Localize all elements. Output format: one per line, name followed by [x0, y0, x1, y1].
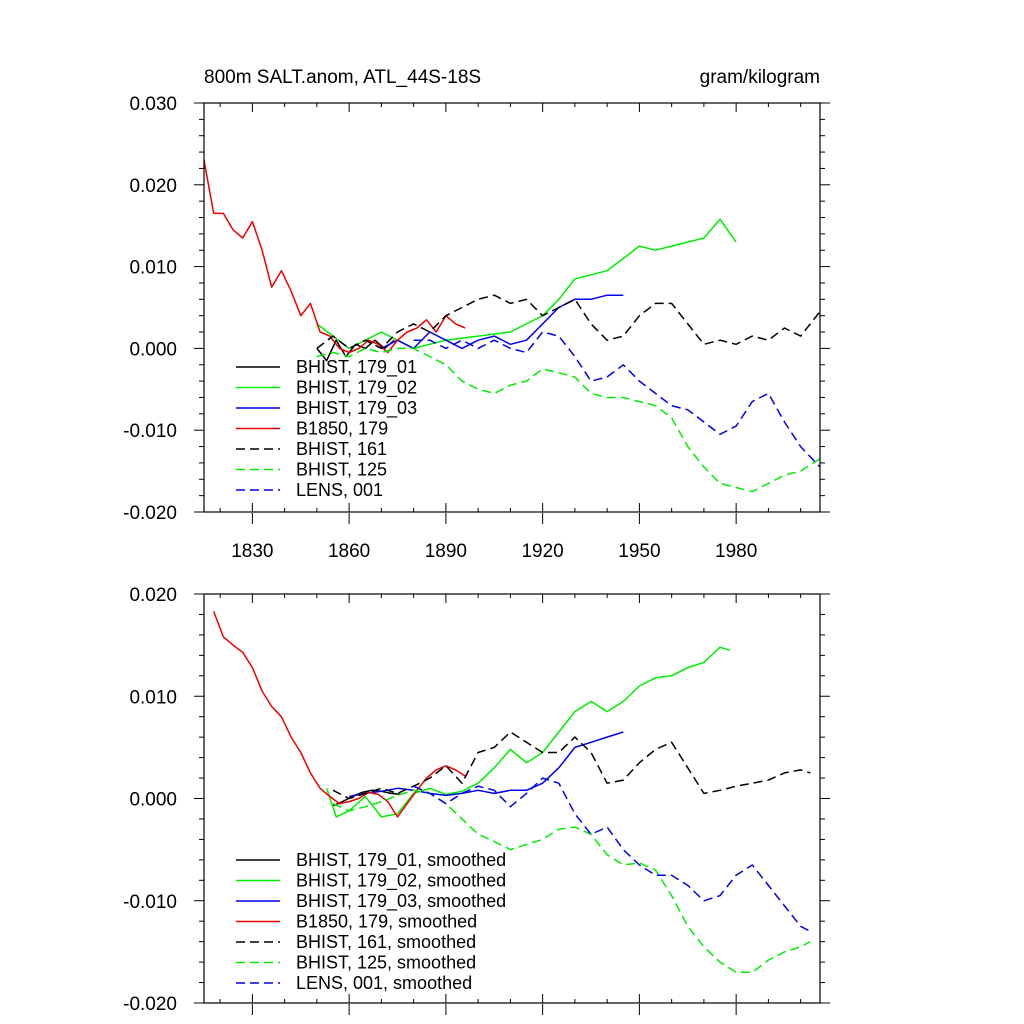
- top-y-tick-label: 0.030: [129, 94, 177, 115]
- top-x-tick-label: 1980: [715, 541, 757, 562]
- bottom-legend-label: BHIST, 161, smoothed: [296, 932, 476, 952]
- bottom-legend-label: BHIST, 125, smoothed: [296, 953, 476, 973]
- top-x-tick-label: 1830: [231, 541, 273, 562]
- bottom-legend-label: B1850, 179, smoothed: [296, 912, 477, 932]
- bottom-series-b1850-179-smoothed: [212, 611, 466, 818]
- top-legend-label: BHIST, 179_02: [296, 378, 417, 399]
- top-series-lens-001: [413, 331, 821, 468]
- bottom-series-lens-001-smoothed: [413, 777, 811, 933]
- top-y-tick-label: 0.010: [129, 258, 177, 279]
- top-plot-frame: [203, 102, 821, 513]
- bottom-y-tick-label: -0.020: [123, 994, 177, 1015]
- bottom-y-tick-label: 0.020: [129, 585, 177, 606]
- top-panel: 800m SALT.anom, ATL_44S-18S gram/kilogra…: [123, 67, 830, 562]
- top-legend-label: B1850, 179: [296, 419, 388, 439]
- top-series-bhist-179-02: [316, 218, 737, 350]
- top-panel-title: 800m SALT.anom, ATL_44S-18S: [204, 67, 481, 88]
- top-y-tick-label: 0.020: [129, 176, 177, 197]
- bottom-legend-label: BHIST, 179_02, smoothed: [296, 871, 506, 892]
- top-x-tick-label: 1950: [618, 541, 660, 562]
- top-x-tick-label: 1860: [328, 541, 370, 562]
- bottom-series-bhist-179-01-smoothed: [332, 789, 401, 807]
- top-legend-label: BHIST, 179_01: [296, 357, 417, 378]
- top-legend-label: LENS, 001: [296, 480, 383, 500]
- bottom-series-bhist-179-03-smoothed: [348, 731, 624, 798]
- bottom-y-tick-label: -0.010: [123, 892, 177, 913]
- top-series-b1850-179: [203, 160, 466, 354]
- bottom-legend-label: LENS, 001, smoothed: [296, 973, 472, 993]
- bottom-legend-label: BHIST, 179_01, smoothed: [296, 850, 506, 871]
- bottom-panel: -0.020 -0.010 0.000 0.010 0.020 BHIST, 179_0…: [123, 585, 830, 1015]
- bottom-legend-label: BHIST, 179_03, smoothed: [296, 891, 506, 912]
- top-x-tick-label: 1920: [521, 541, 563, 562]
- top-legend-label: BHIST, 125: [296, 460, 387, 480]
- top-y-tick-label: 0.000: [129, 339, 177, 360]
- top-x-tick-label: 1890: [425, 541, 467, 562]
- bottom-y-tick-label: 0.010: [129, 687, 177, 708]
- top-y-tick-label: -0.010: [123, 421, 177, 442]
- bottom-series-bhist-125-smoothed: [332, 789, 811, 974]
- top-panel-units: gram/kilogram: [700, 67, 820, 88]
- top-series-bhist-161: [316, 294, 821, 350]
- bottom-plot-frame: [203, 593, 821, 1004]
- bottom-y-tick-label: 0.000: [129, 790, 177, 811]
- top-series-bhist-125: [316, 347, 821, 493]
- top-y-tick-label: -0.020: [123, 503, 177, 524]
- top-legend-label: BHIST, 179_03: [296, 398, 417, 419]
- bottom-series-bhist-179-02-smoothed: [325, 646, 730, 818]
- top-legend-label: BHIST, 161: [296, 439, 387, 459]
